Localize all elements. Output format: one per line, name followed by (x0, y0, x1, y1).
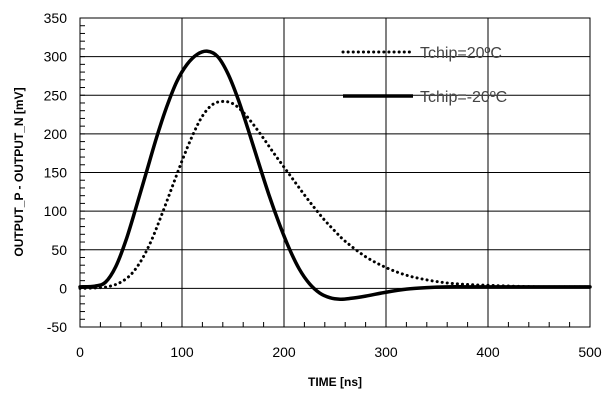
y-tick-label: 100 (44, 203, 68, 219)
y-tick-label: 250 (44, 87, 68, 103)
y-tick-label: 200 (44, 126, 68, 142)
x-tick-label: 300 (374, 344, 398, 360)
x-axis-title: TIME [ns] (308, 375, 362, 389)
legend-label-tchip-minus-20: Tchip=-20ºC (420, 89, 507, 106)
x-tick-label: 100 (170, 344, 194, 360)
tick-marks (79, 17, 591, 328)
y-tick-label: 350 (44, 10, 68, 26)
y-tick-label: 300 (44, 49, 68, 65)
tick-labels: 0 100 200 300 400 500 -50 0 50 100 150 200 250 300 350 (44, 10, 602, 360)
series-line-tchip-minus-20 (78, 49, 592, 301)
y-tick-label: 150 (44, 165, 68, 181)
legend-label-tchip-20: Tchip=20ºC (420, 45, 502, 62)
grid-lines (80, 18, 590, 327)
x-tick-label: 400 (476, 344, 500, 360)
y-axis-title: OUTPUT_P - OUTPUT_N [mV] (12, 87, 26, 256)
y-tick-label: 50 (51, 242, 67, 258)
x-tick-label: 500 (578, 344, 602, 360)
series-layer (78, 49, 592, 301)
x-tick-label: 0 (76, 344, 84, 360)
y-tick-label: 0 (59, 280, 67, 296)
x-tick-label: 200 (272, 344, 296, 360)
series-line-tchip-20 (78, 99, 592, 290)
legend: Tchip=20ºC Tchip=-20ºC (341, 45, 507, 106)
y-tick-label: -50 (47, 319, 67, 335)
